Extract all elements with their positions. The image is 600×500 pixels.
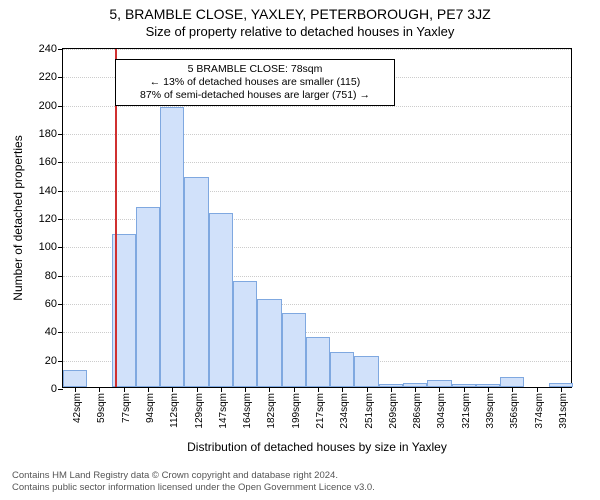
x-tick-mark (561, 387, 562, 392)
y-tick-mark (58, 162, 63, 163)
histogram-bar (136, 207, 160, 387)
x-tick-label: 94sqm (145, 393, 156, 423)
y-tick-label: 200 (39, 100, 57, 112)
x-tick-mark (294, 387, 295, 392)
x-tick-mark (415, 387, 416, 392)
histogram-bar (233, 281, 257, 387)
y-tick-label: 120 (39, 213, 57, 225)
annotation-line1: 5 BRAMBLE CLOSE: 78sqm (122, 63, 388, 76)
x-tick-label: 374sqm (534, 393, 545, 429)
x-tick-label: 269sqm (388, 393, 399, 429)
y-tick-label: 80 (45, 270, 57, 282)
x-tick-label: 391sqm (558, 393, 569, 429)
x-tick-label: 217sqm (315, 393, 326, 429)
gridline (63, 162, 571, 163)
x-tick-mark (488, 387, 489, 392)
histogram-bar (184, 177, 208, 387)
y-tick-mark (58, 304, 63, 305)
y-tick-label: 0 (51, 383, 57, 395)
y-tick-label: 60 (45, 298, 57, 310)
y-tick-mark (58, 106, 63, 107)
y-tick-label: 100 (39, 241, 57, 253)
x-tick-label: 304sqm (436, 393, 447, 429)
histogram-bar (63, 370, 87, 387)
x-tick-label: 164sqm (242, 393, 253, 429)
histogram-bar (257, 299, 281, 387)
x-tick-mark (99, 387, 100, 392)
x-tick-mark (269, 387, 270, 392)
x-tick-label: 286sqm (412, 393, 423, 429)
x-tick-label: 42sqm (72, 393, 83, 423)
x-tick-label: 59sqm (96, 393, 107, 423)
x-tick-mark (221, 387, 222, 392)
x-tick-mark (75, 387, 76, 392)
y-tick-mark (58, 389, 63, 390)
y-tick-mark (58, 219, 63, 220)
y-tick-label: 180 (39, 128, 57, 140)
annotation-box: 5 BRAMBLE CLOSE: 78sqm ← 13% of detached… (115, 59, 395, 106)
x-tick-label: 129sqm (194, 393, 205, 429)
x-tick-label: 251sqm (364, 393, 375, 429)
y-tick-mark (58, 247, 63, 248)
gridline (63, 49, 571, 50)
gridline (63, 191, 571, 192)
histogram-bar (282, 313, 306, 387)
x-tick-mark (537, 387, 538, 392)
x-tick-label: 199sqm (291, 393, 302, 429)
x-tick-label: 321sqm (461, 393, 472, 429)
y-axis-label: Number of detached properties (11, 135, 25, 300)
x-tick-label: 234sqm (339, 393, 350, 429)
x-tick-label: 147sqm (218, 393, 229, 429)
y-tick-label: 20 (45, 355, 57, 367)
x-tick-mark (464, 387, 465, 392)
x-tick-label: 339sqm (485, 393, 496, 429)
x-tick-mark (245, 387, 246, 392)
footer-line2: Contains public sector information licen… (12, 482, 375, 494)
gridline (63, 134, 571, 135)
y-tick-label: 140 (39, 185, 57, 197)
annotation-line3: 87% of semi-detached houses are larger (… (122, 89, 388, 102)
y-tick-mark (58, 276, 63, 277)
y-tick-mark (58, 134, 63, 135)
x-axis-label: Distribution of detached houses by size … (187, 440, 447, 454)
annotation-line2: ← 13% of detached houses are smaller (11… (122, 76, 388, 89)
x-tick-mark (172, 387, 173, 392)
y-tick-label: 40 (45, 326, 57, 338)
footer-line1: Contains HM Land Registry data © Crown c… (12, 470, 375, 482)
x-tick-label: 356sqm (509, 393, 520, 429)
histogram-bar (209, 213, 233, 387)
y-tick-label: 160 (39, 156, 57, 168)
y-tick-mark (58, 49, 63, 50)
x-tick-mark (367, 387, 368, 392)
y-tick-label: 240 (39, 43, 57, 55)
y-tick-mark (58, 361, 63, 362)
x-tick-mark (512, 387, 513, 392)
x-tick-mark (197, 387, 198, 392)
x-tick-mark (439, 387, 440, 392)
x-tick-mark (342, 387, 343, 392)
histogram-bar (354, 356, 378, 387)
y-tick-mark (58, 332, 63, 333)
histogram-bar (427, 380, 451, 387)
x-tick-mark (148, 387, 149, 392)
chart-title-line1: 5, BRAMBLE CLOSE, YAXLEY, PETERBOROUGH, … (0, 6, 600, 22)
y-tick-mark (58, 77, 63, 78)
x-tick-mark (318, 387, 319, 392)
x-tick-label: 182sqm (266, 393, 277, 429)
footer-attribution: Contains HM Land Registry data © Crown c… (12, 470, 375, 494)
chart-container: 5, BRAMBLE CLOSE, YAXLEY, PETERBOROUGH, … (0, 0, 600, 500)
x-tick-mark (391, 387, 392, 392)
chart-title-line2: Size of property relative to detached ho… (0, 24, 600, 39)
histogram-bar (306, 337, 330, 387)
x-tick-label: 112sqm (169, 393, 180, 428)
x-tick-mark (124, 387, 125, 392)
histogram-bar (160, 107, 184, 388)
histogram-bar (330, 352, 354, 387)
y-tick-label: 220 (39, 71, 57, 83)
x-tick-label: 77sqm (121, 393, 132, 423)
y-tick-mark (58, 191, 63, 192)
histogram-bar (500, 377, 524, 387)
